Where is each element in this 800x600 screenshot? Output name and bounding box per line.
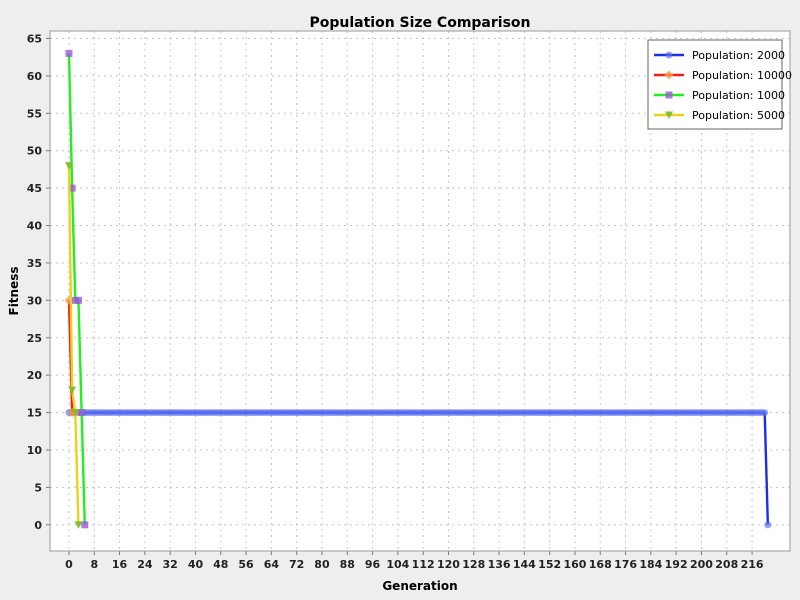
data-point bbox=[75, 297, 82, 304]
y-tick-label: 10 bbox=[27, 444, 43, 457]
x-tick-label: 56 bbox=[238, 558, 254, 571]
x-tick-label: 192 bbox=[665, 558, 688, 571]
y-tick-label: 5 bbox=[34, 481, 42, 494]
y-tick-label: 50 bbox=[27, 145, 43, 158]
y-tick-label: 25 bbox=[27, 332, 42, 345]
x-tick-label: 96 bbox=[365, 558, 381, 571]
x-tick-label: 216 bbox=[741, 558, 764, 571]
x-tick-label: 40 bbox=[188, 558, 204, 571]
y-tick-label: 60 bbox=[27, 70, 43, 83]
x-tick-label: 152 bbox=[538, 558, 561, 571]
legend-marker bbox=[666, 52, 673, 59]
x-tick-label: 72 bbox=[289, 558, 304, 571]
x-tick-label: 32 bbox=[163, 558, 178, 571]
data-point bbox=[65, 50, 72, 57]
data-point bbox=[81, 521, 88, 528]
y-tick-label: 40 bbox=[27, 220, 43, 233]
x-tick-label: 16 bbox=[112, 558, 128, 571]
legend-marker bbox=[666, 92, 673, 99]
data-point bbox=[764, 521, 771, 528]
chart-title: Population Size Comparison bbox=[309, 15, 530, 31]
x-tick-label: 48 bbox=[213, 558, 228, 571]
data-point bbox=[761, 409, 768, 416]
x-tick-label: 136 bbox=[488, 558, 511, 571]
legend-label: Population: 5000 bbox=[692, 109, 785, 122]
x-tick-label: 208 bbox=[715, 558, 738, 571]
legend-label: Population: 1000 bbox=[692, 89, 785, 102]
legend-label: Population: 2000 bbox=[692, 49, 785, 62]
x-tick-label: 120 bbox=[437, 558, 460, 571]
x-tick-label: 168 bbox=[589, 558, 612, 571]
x-tick-label: 160 bbox=[563, 558, 586, 571]
y-tick-label: 20 bbox=[27, 369, 43, 382]
x-tick-label: 176 bbox=[614, 558, 637, 571]
x-tick-label: 8 bbox=[90, 558, 98, 571]
legend: Population: 2000 Population: 10000 Populat… bbox=[648, 40, 792, 129]
y-tick-label: 55 bbox=[27, 107, 42, 120]
x-tick-label: 88 bbox=[340, 558, 355, 571]
x-tick-label: 144 bbox=[513, 558, 536, 571]
x-tick-label: 104 bbox=[386, 558, 409, 571]
x-tick-label: 24 bbox=[137, 558, 153, 571]
y-tick-label: 45 bbox=[27, 182, 42, 195]
y-tick-label: 35 bbox=[27, 257, 42, 270]
y-tick-label: 65 bbox=[27, 32, 42, 45]
x-tick-label: 112 bbox=[412, 558, 435, 571]
x-tick-label: 200 bbox=[690, 558, 713, 571]
x-tick-label: 80 bbox=[314, 558, 330, 571]
y-tick-label: 0 bbox=[34, 519, 42, 532]
y-tick-label: 15 bbox=[27, 407, 42, 420]
x-tick-label: 0 bbox=[65, 558, 73, 571]
y-tick-label: 30 bbox=[27, 294, 43, 307]
x-tick-label: 128 bbox=[462, 558, 485, 571]
y-axis-label: Fitness bbox=[7, 266, 21, 315]
x-tick-label: 184 bbox=[639, 558, 662, 571]
x-tick-label: 64 bbox=[264, 558, 280, 571]
legend-label: Population: 10000 bbox=[692, 69, 792, 82]
x-axis-label: Generation bbox=[382, 579, 457, 593]
data-point bbox=[78, 409, 85, 416]
